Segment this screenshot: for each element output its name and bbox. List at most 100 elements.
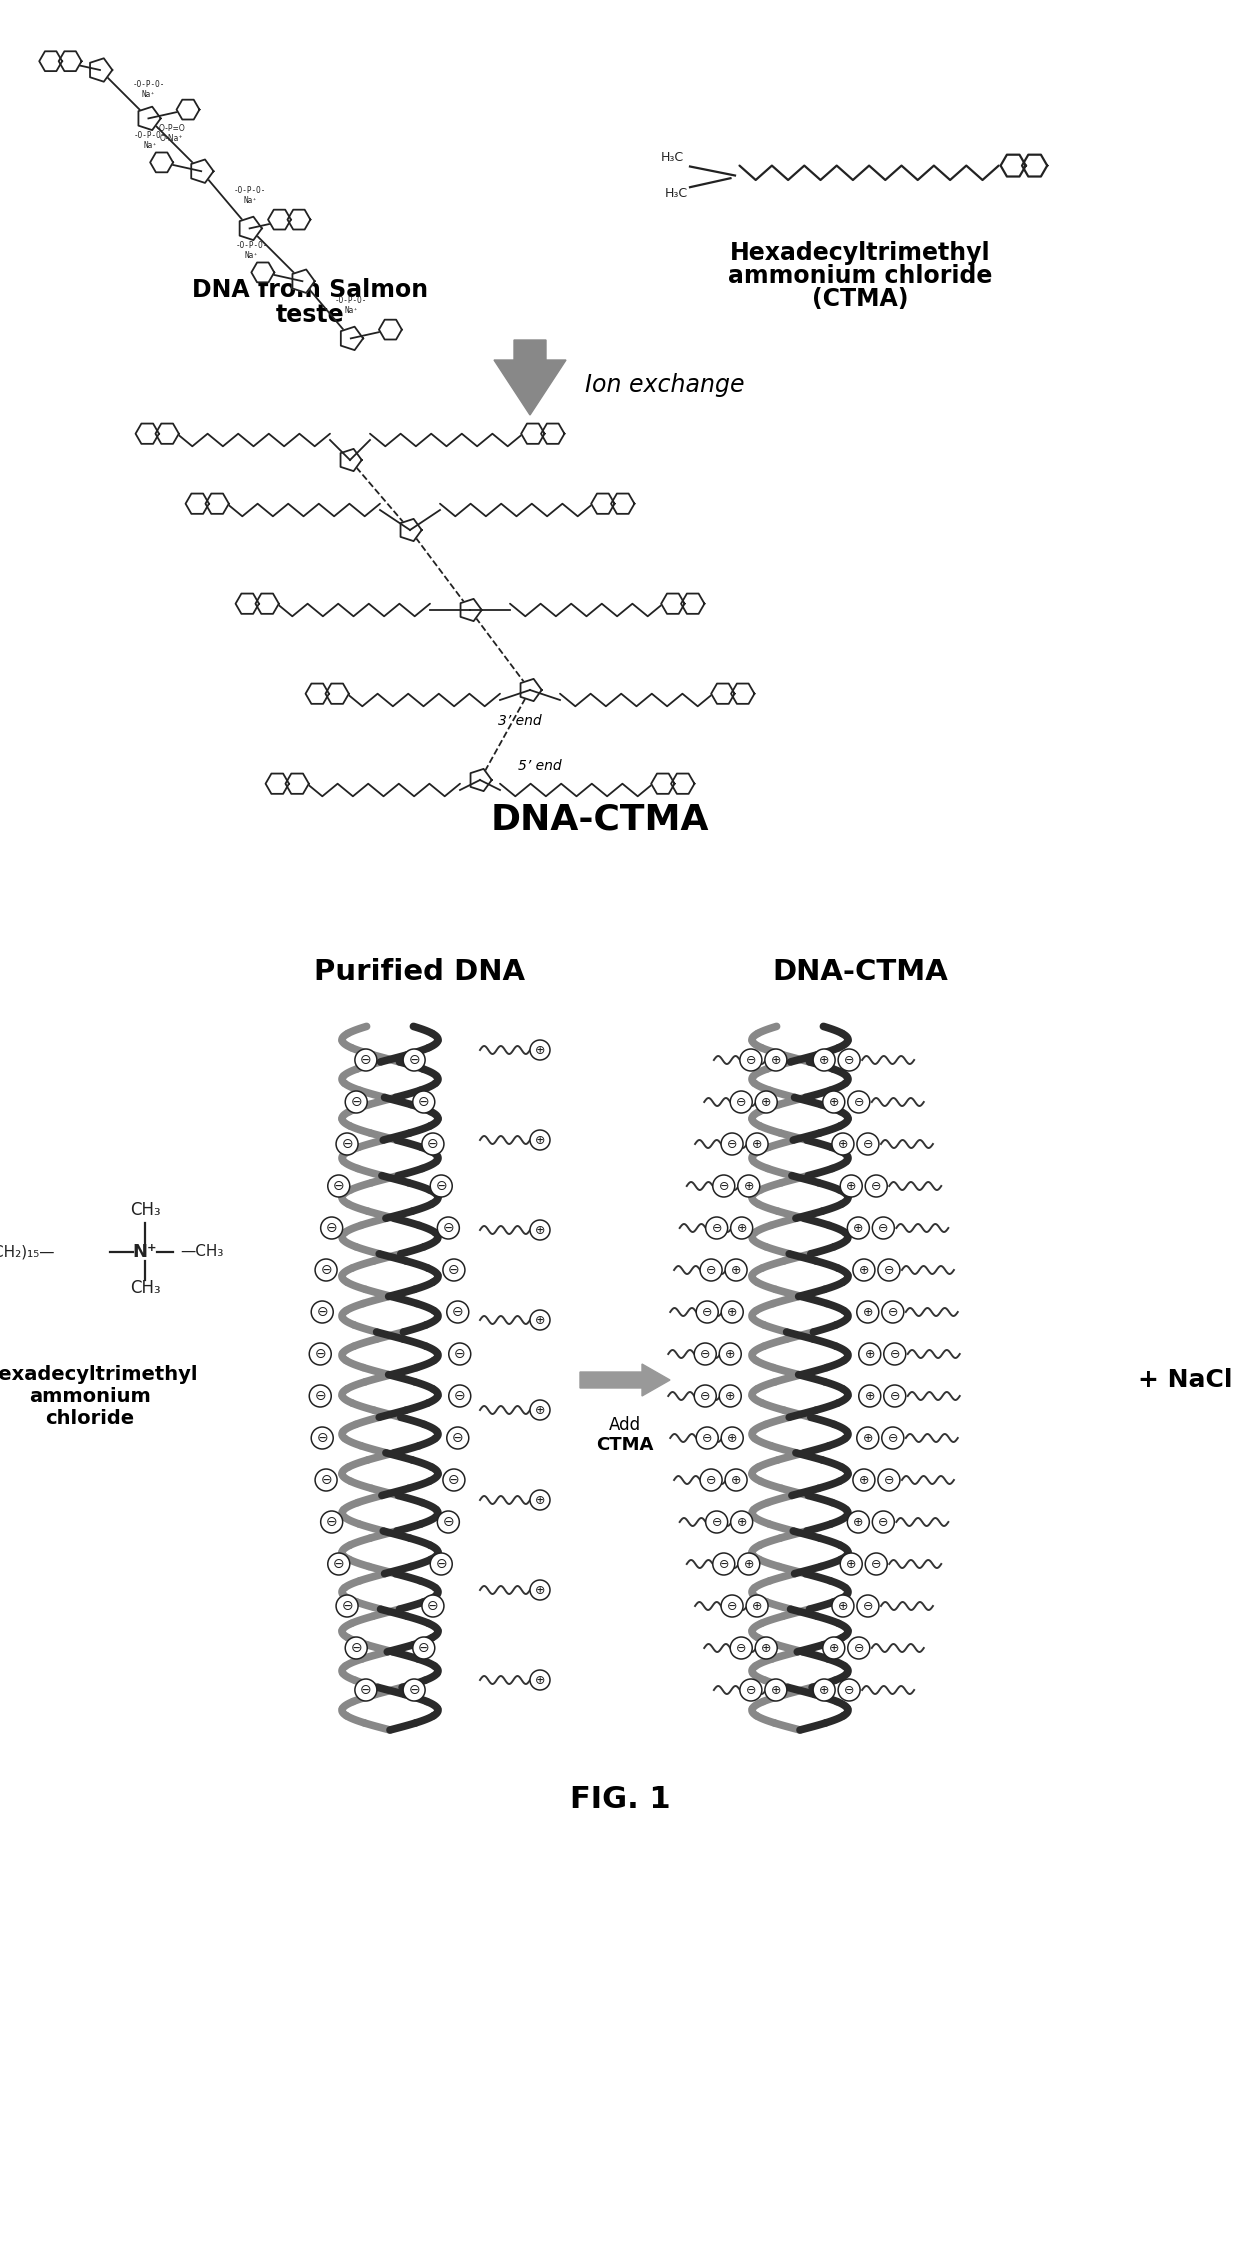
Text: ammonium chloride: ammonium chloride	[728, 264, 992, 287]
Circle shape	[706, 1216, 728, 1238]
Text: ⊖: ⊖	[702, 1306, 713, 1318]
Circle shape	[813, 1049, 835, 1071]
Text: ⊕: ⊕	[838, 1600, 848, 1611]
Circle shape	[696, 1426, 718, 1449]
Text: -O-P-O-
Na⁺: -O-P-O- Na⁺	[133, 79, 165, 99]
Text: ⊖: ⊖	[448, 1263, 460, 1277]
Text: ⊖: ⊖	[326, 1514, 337, 1530]
Text: ⊖: ⊖	[702, 1431, 713, 1444]
FancyArrow shape	[494, 339, 565, 416]
Circle shape	[327, 1553, 350, 1575]
Text: -O-P-O-
Na⁺: -O-P-O- Na⁺	[134, 131, 166, 149]
Circle shape	[853, 1469, 875, 1492]
Text: ⊖: ⊖	[745, 1053, 756, 1067]
Circle shape	[529, 1311, 551, 1329]
Text: CH₃: CH₃	[130, 1200, 160, 1218]
Text: ⊖: ⊖	[320, 1474, 332, 1487]
Circle shape	[832, 1596, 854, 1616]
Text: + NaCl: + NaCl	[1138, 1367, 1233, 1392]
Text: ⊕: ⊕	[858, 1474, 869, 1487]
Text: ⊖: ⊖	[888, 1431, 898, 1444]
Text: ⊕: ⊕	[534, 1313, 546, 1327]
Text: DNA-CTMA: DNA-CTMA	[491, 802, 709, 836]
Text: ⊕: ⊕	[770, 1053, 781, 1067]
Circle shape	[694, 1342, 717, 1365]
Circle shape	[309, 1385, 331, 1408]
Text: ⊕: ⊕	[534, 1135, 546, 1146]
Text: ⊕: ⊕	[846, 1557, 857, 1571]
Text: ⊕: ⊕	[534, 1494, 546, 1507]
Circle shape	[529, 1580, 551, 1600]
Polygon shape	[288, 210, 310, 231]
Text: ⊖: ⊖	[315, 1347, 326, 1361]
Text: ⊕: ⊕	[751, 1137, 763, 1150]
Text: -O-P-O-
Na⁺: -O-P-O- Na⁺	[335, 296, 367, 314]
Polygon shape	[1022, 154, 1048, 176]
Polygon shape	[176, 99, 200, 120]
Circle shape	[446, 1302, 469, 1322]
Text: DNA-CTMA: DNA-CTMA	[773, 958, 947, 985]
Circle shape	[866, 1175, 888, 1198]
Circle shape	[740, 1679, 761, 1702]
Circle shape	[884, 1385, 905, 1408]
Text: ⊕: ⊕	[828, 1096, 839, 1107]
Circle shape	[746, 1132, 768, 1155]
Text: ⊕: ⊕	[853, 1516, 863, 1528]
Text: ⊖: ⊖	[427, 1600, 439, 1614]
Circle shape	[730, 1512, 753, 1532]
Text: ⊖: ⊖	[844, 1684, 854, 1697]
Circle shape	[701, 1469, 722, 1492]
Text: ⊖: ⊖	[889, 1347, 900, 1361]
Text: ⊕: ⊕	[863, 1306, 873, 1318]
Text: ⊖: ⊖	[844, 1053, 854, 1067]
Text: ⊖: ⊖	[454, 1347, 465, 1361]
Polygon shape	[305, 683, 329, 703]
Circle shape	[315, 1259, 337, 1281]
Circle shape	[529, 1399, 551, 1419]
Circle shape	[859, 1342, 880, 1365]
Circle shape	[529, 1220, 551, 1241]
Text: CTMA: CTMA	[596, 1435, 653, 1453]
Polygon shape	[541, 423, 564, 443]
Circle shape	[430, 1175, 453, 1198]
Circle shape	[422, 1132, 444, 1155]
Text: 5’ end: 5’ end	[518, 759, 562, 773]
Text: ⊖: ⊖	[334, 1557, 345, 1571]
Text: ⊖: ⊖	[745, 1684, 756, 1697]
Circle shape	[878, 1469, 900, 1492]
Circle shape	[529, 1130, 551, 1150]
Text: FIG. 1: FIG. 1	[569, 1785, 671, 1815]
Circle shape	[701, 1259, 722, 1281]
FancyArrow shape	[580, 1365, 670, 1397]
Circle shape	[713, 1175, 735, 1198]
Text: ⊖: ⊖	[706, 1474, 717, 1487]
Text: 3’ end: 3’ end	[498, 714, 542, 728]
Text: H₃C: H₃C	[661, 151, 683, 165]
Text: ⊖: ⊖	[443, 1220, 454, 1234]
Text: CH₃(CH₂)₁₅—: CH₃(CH₂)₁₅—	[0, 1245, 55, 1259]
Text: ⊖: ⊖	[448, 1474, 460, 1487]
Circle shape	[311, 1302, 334, 1322]
Circle shape	[847, 1216, 869, 1238]
Circle shape	[857, 1132, 879, 1155]
Text: ⊖: ⊖	[884, 1474, 894, 1487]
Circle shape	[765, 1679, 787, 1702]
Polygon shape	[150, 151, 174, 172]
Text: ⊕: ⊕	[761, 1096, 771, 1107]
Circle shape	[355, 1679, 377, 1702]
Text: ⊖: ⊖	[334, 1180, 345, 1193]
Text: ⊖: ⊖	[451, 1304, 464, 1320]
Polygon shape	[191, 160, 213, 183]
Circle shape	[841, 1553, 862, 1575]
Text: ⊕: ⊕	[534, 1044, 546, 1055]
Circle shape	[403, 1679, 425, 1702]
Text: ⊖: ⊖	[360, 1684, 372, 1697]
Circle shape	[838, 1049, 861, 1071]
Text: ⊕: ⊕	[725, 1347, 735, 1361]
Text: ⊖: ⊖	[706, 1263, 717, 1277]
Circle shape	[872, 1216, 894, 1238]
Text: H₃C: H₃C	[665, 188, 688, 199]
Polygon shape	[460, 599, 481, 622]
Circle shape	[746, 1596, 768, 1616]
Circle shape	[832, 1132, 854, 1155]
